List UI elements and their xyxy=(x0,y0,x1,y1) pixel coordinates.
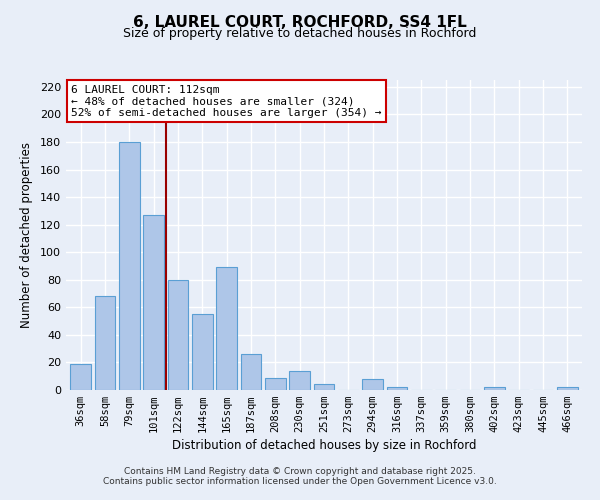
X-axis label: Distribution of detached houses by size in Rochford: Distribution of detached houses by size … xyxy=(172,440,476,452)
Bar xyxy=(362,379,383,390)
Bar xyxy=(216,268,237,390)
Bar xyxy=(557,387,578,390)
Bar xyxy=(265,378,286,390)
Bar xyxy=(119,142,140,390)
Bar xyxy=(192,314,212,390)
Y-axis label: Number of detached properties: Number of detached properties xyxy=(20,142,33,328)
Bar xyxy=(386,387,407,390)
Bar xyxy=(95,296,115,390)
Text: Size of property relative to detached houses in Rochford: Size of property relative to detached ho… xyxy=(124,28,476,40)
Bar xyxy=(314,384,334,390)
Bar xyxy=(70,364,91,390)
Bar xyxy=(289,370,310,390)
Text: Contains HM Land Registry data © Crown copyright and database right 2025.: Contains HM Land Registry data © Crown c… xyxy=(124,467,476,476)
Bar xyxy=(241,354,262,390)
Text: 6 LAUREL COURT: 112sqm
← 48% of detached houses are smaller (324)
52% of semi-de: 6 LAUREL COURT: 112sqm ← 48% of detached… xyxy=(71,84,382,118)
Text: Contains public sector information licensed under the Open Government Licence v3: Contains public sector information licen… xyxy=(103,477,497,486)
Bar xyxy=(167,280,188,390)
Bar xyxy=(143,215,164,390)
Bar xyxy=(484,387,505,390)
Text: 6, LAUREL COURT, ROCHFORD, SS4 1FL: 6, LAUREL COURT, ROCHFORD, SS4 1FL xyxy=(133,15,467,30)
